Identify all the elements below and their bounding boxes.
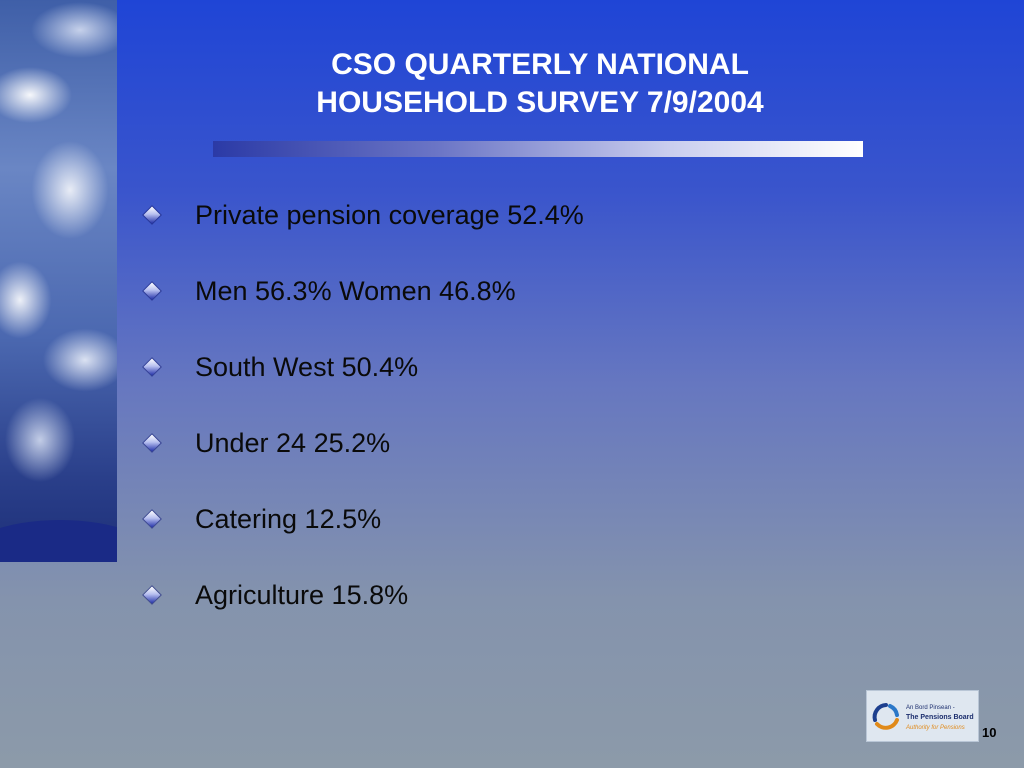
- bullet-text: Private pension coverage 52.4%: [195, 200, 584, 230]
- title-underline-bar: [213, 141, 863, 157]
- bullet-list: Private pension coverage 52.4% Men 56.3%…: [140, 196, 840, 652]
- bullet-text: South West 50.4%: [195, 352, 419, 382]
- page-number: 10: [982, 725, 997, 740]
- pensions-board-logo-icon: [872, 703, 899, 730]
- slide-title-line-2: HOUSEHOLD SURVEY 7/9/2004: [316, 86, 764, 119]
- diamond-bullet-icon: [143, 206, 161, 224]
- bullet-item: Agriculture 15.8%: [140, 576, 840, 614]
- logo-text-irish: An Bord Pinsean -: [906, 705, 955, 711]
- logo-text-name: The Pensions Board: [906, 714, 974, 721]
- logo-text-tagline: Authority for Pensions: [906, 725, 965, 731]
- bullet-text: Agriculture 15.8%: [195, 580, 409, 610]
- sky-clouds-image: [0, 0, 117, 562]
- bullet-text: Men 56.3% Women 46.8%: [195, 276, 516, 306]
- diamond-bullet-icon: [143, 510, 161, 528]
- diamond-bullet-icon: [143, 282, 161, 300]
- bullet-text: Catering 12.5%: [195, 504, 382, 534]
- bullet-text: Under 24 25.2%: [195, 428, 391, 458]
- slide-title: CSO QUARTERLY NATIONAL HOUSEHOLD SURVEY …: [230, 46, 850, 122]
- diamond-bullet-icon: [143, 586, 161, 604]
- bullet-item: South West 50.4%: [140, 348, 840, 386]
- diamond-bullet-icon: [143, 434, 161, 452]
- pensions-board-logo: An Bord Pinsean - The Pensions Board Aut…: [866, 690, 979, 742]
- bullet-item: Under 24 25.2%: [140, 424, 840, 462]
- decorative-curve: [0, 520, 117, 562]
- bullet-item: Men 56.3% Women 46.8%: [140, 272, 840, 310]
- bullet-item: Catering 12.5%: [140, 500, 840, 538]
- slide-title-line-1: CSO QUARTERLY NATIONAL: [331, 48, 749, 81]
- bullet-item: Private pension coverage 52.4%: [140, 196, 840, 234]
- diamond-bullet-icon: [143, 358, 161, 376]
